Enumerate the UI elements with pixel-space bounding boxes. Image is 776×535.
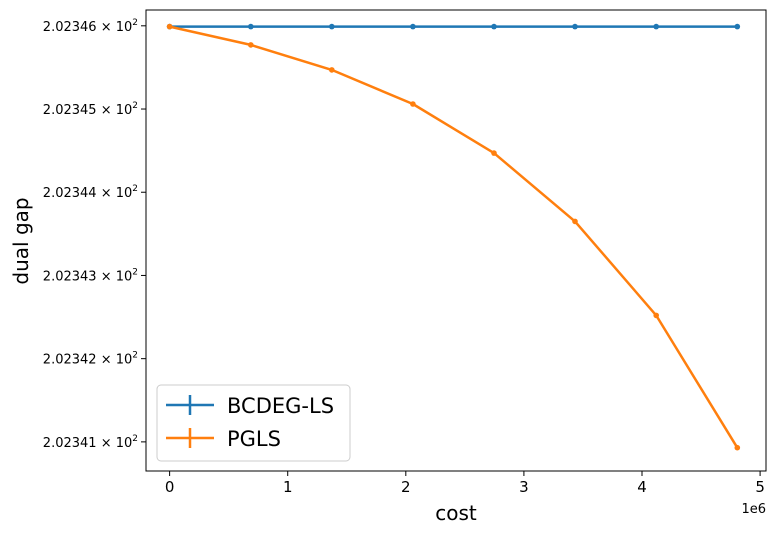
y-tick-label: 2.02345 × 102 xyxy=(43,101,138,118)
data-point-pgls xyxy=(491,150,497,156)
data-point-pgls xyxy=(572,218,578,225)
legend-label-pgls: PGLS xyxy=(227,427,281,451)
x-axis-label: cost xyxy=(435,501,477,525)
x-tick-label: 0 xyxy=(165,478,175,496)
legend-label-bcdeg-ls: BCDEG-LS xyxy=(227,394,334,418)
series-layer xyxy=(166,23,741,451)
x-axis-offset-label: 1e6 xyxy=(741,502,766,517)
data-point-bcdeg-ls xyxy=(248,23,254,30)
x-tick-label: 1 xyxy=(283,478,293,496)
data-point-bcdeg-ls xyxy=(491,23,497,30)
x-tick-label: 3 xyxy=(519,478,529,496)
data-point-pgls xyxy=(734,444,741,451)
y-tick-label: 2.02344 × 102 xyxy=(43,184,138,201)
data-point-pgls xyxy=(410,101,416,107)
y-tick-label: 2.02343 × 102 xyxy=(43,267,138,284)
x-tick-label: 4 xyxy=(637,478,647,496)
data-point-bcdeg-ls xyxy=(572,23,578,30)
legend-item-pgls: PGLS xyxy=(166,427,281,451)
data-point-bcdeg-ls xyxy=(653,23,659,30)
x-axis-ticks: 0 1 2 3 4 5 xyxy=(165,471,765,496)
data-point-bcdeg-ls xyxy=(410,23,416,30)
y-axis-ticks: 2.02346 × 102 2.02345 × 102 2.02344 × 102 2… xyxy=(43,18,146,451)
data-point-bcdeg-ls xyxy=(734,23,741,30)
data-point-pgls xyxy=(329,67,335,73)
legend-item-bcdeg-ls: BCDEG-LS xyxy=(166,394,334,418)
y-tick-label: 2.02346 × 102 xyxy=(43,18,138,35)
data-point-pgls xyxy=(653,312,659,319)
y-tick-label: 2.02342 × 102 xyxy=(43,351,138,368)
data-point-pgls xyxy=(166,23,173,30)
y-tick-label: 2.02341 × 102 xyxy=(43,434,138,451)
plot-frame xyxy=(145,9,767,472)
data-point-pgls xyxy=(248,42,254,48)
legend: BCDEG-LS PGLS xyxy=(156,384,351,462)
y-axis-label: dual gap xyxy=(9,197,33,284)
data-point-bcdeg-ls xyxy=(329,23,335,30)
x-tick-label: 2 xyxy=(401,478,411,496)
x-tick-label: 5 xyxy=(755,478,765,496)
series-line-pgls xyxy=(168,25,739,449)
